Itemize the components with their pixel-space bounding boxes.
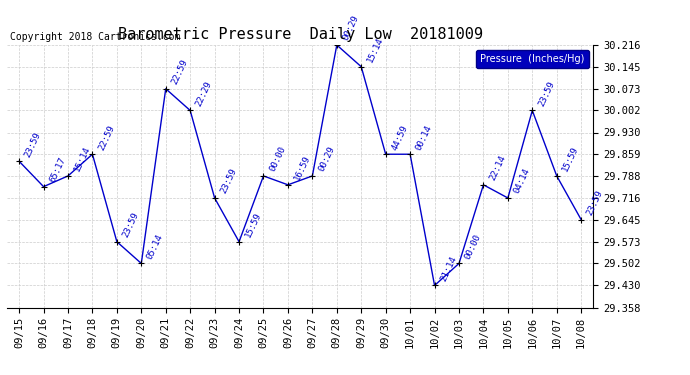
Text: 05:14: 05:14 (146, 232, 165, 261)
Legend: Pressure  (Inches/Hg): Pressure (Inches/Hg) (476, 50, 589, 68)
Text: Copyright 2018 Cartronics.com: Copyright 2018 Cartronics.com (10, 32, 180, 42)
Text: 22:14: 22:14 (488, 154, 507, 182)
Text: 15:59: 15:59 (561, 145, 580, 173)
Text: 16:59: 16:59 (292, 154, 312, 182)
Text: 15:59: 15:59 (243, 211, 263, 239)
Text: 15:14: 15:14 (366, 36, 385, 64)
Text: 00:00: 00:00 (463, 232, 483, 261)
Text: 04:14: 04:14 (512, 167, 531, 195)
Text: 23:59: 23:59 (536, 80, 556, 108)
Text: 23:59: 23:59 (121, 211, 141, 239)
Text: 00:29: 00:29 (341, 14, 360, 42)
Text: 00:29: 00:29 (317, 145, 336, 173)
Text: 23:59: 23:59 (219, 167, 238, 195)
Text: 15:14: 15:14 (72, 145, 92, 173)
Text: 22:29: 22:29 (195, 80, 214, 108)
Text: 00:00: 00:00 (268, 145, 287, 173)
Text: 21:14: 21:14 (439, 255, 458, 283)
Text: 65:17: 65:17 (48, 156, 67, 184)
Text: 00:14: 00:14 (414, 123, 434, 152)
Text: 44:59: 44:59 (390, 123, 409, 152)
Text: 23:59: 23:59 (585, 189, 605, 217)
Text: 22:59: 22:59 (97, 123, 116, 152)
Text: 22:59: 22:59 (170, 58, 190, 86)
Text: 23:59: 23:59 (23, 130, 43, 159)
Title: Barometric Pressure  Daily Low  20181009: Barometric Pressure Daily Low 20181009 (118, 27, 482, 42)
